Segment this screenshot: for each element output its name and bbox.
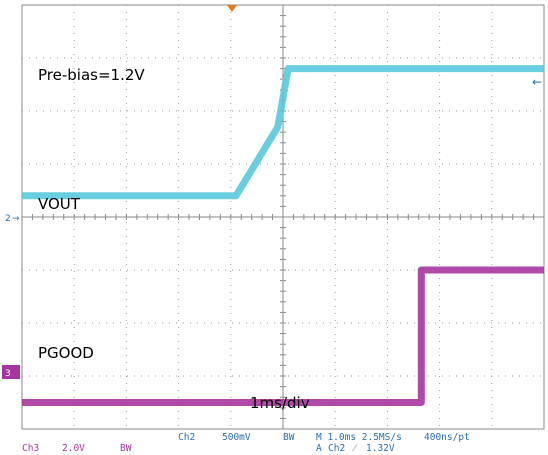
pgood-trace <box>22 266 544 406</box>
svg-text:2: 2 <box>5 214 11 224</box>
trigger-position-marker <box>227 5 237 12</box>
graticule <box>21 4 545 430</box>
svg-text:→: → <box>12 214 20 224</box>
trigger-level-arrow: ← <box>532 75 542 89</box>
status-bar: Ch3 2.0V BW Ch2 500mV BW M 1.0ms 2.5MS/s… <box>22 432 470 454</box>
ch2-bw: BW <box>283 432 295 443</box>
vout-trace <box>22 65 544 200</box>
trigger-mode: A <box>316 443 322 454</box>
ch3-ground-marker: 3 <box>2 365 20 379</box>
ch2-status-label: Ch2 <box>178 432 195 443</box>
traces <box>22 65 544 406</box>
ch2-ground-marker: 2 → <box>5 214 20 224</box>
timebase-label: 1ms/div <box>250 394 310 412</box>
prebias-annotation: Pre-bias=1.2V <box>38 66 145 84</box>
ch3-status-label: Ch3 <box>22 443 39 454</box>
ch3-bw: BW <box>120 443 132 454</box>
record-length: 400ns/pt <box>424 432 470 443</box>
horizontal-setting: M 1.0ms 2.5MS/s <box>316 432 402 443</box>
trigger-slope-icon: ⁄ <box>352 443 358 454</box>
ch3-scale: 2.0V <box>62 443 85 454</box>
trigger-level: 1.32V <box>366 443 395 454</box>
vout-label: VOUT <box>38 195 81 213</box>
trigger-source: Ch2 <box>328 443 345 454</box>
pgood-label: PGOOD <box>38 344 94 362</box>
svg-text:3: 3 <box>5 369 11 379</box>
ch2-scale: 500mV <box>222 432 251 443</box>
